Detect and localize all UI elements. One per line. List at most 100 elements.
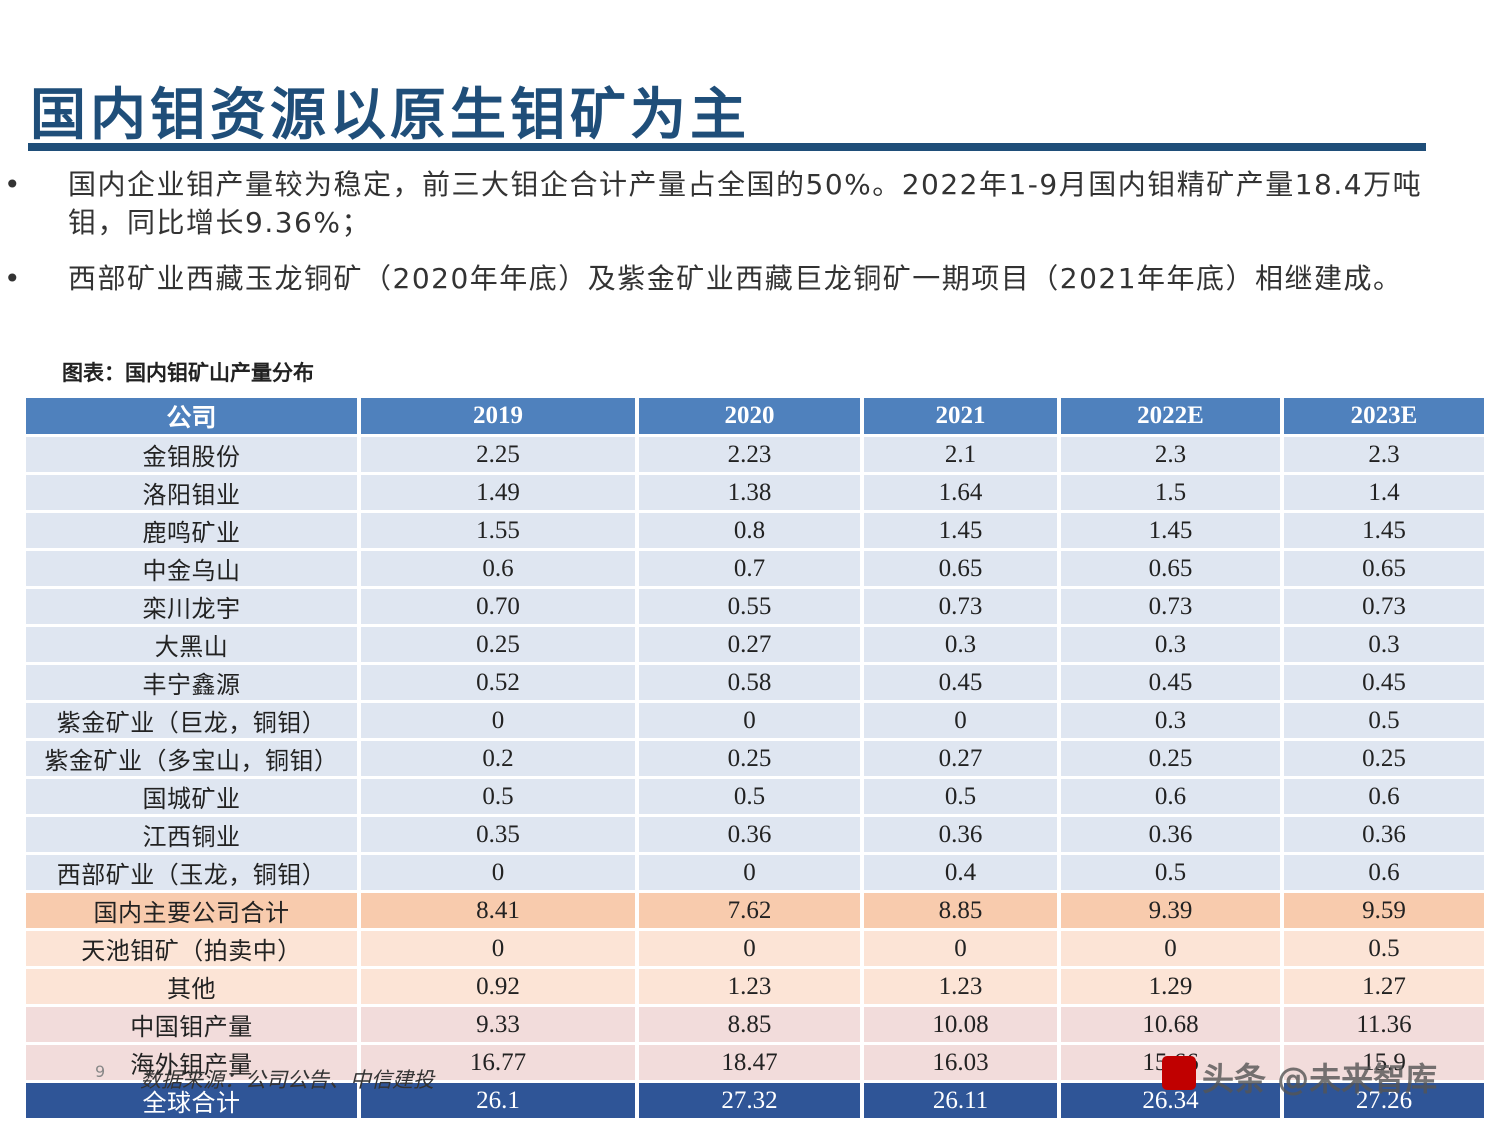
value-cell: 0.6: [1061, 779, 1280, 814]
value-cell: 2.3: [1061, 437, 1280, 472]
value-cell: 0.6: [361, 551, 635, 586]
value-cell: 0.36: [1061, 817, 1280, 852]
table-caption: 图表：国内钼矿山产量分布: [62, 361, 314, 385]
table-row: 大黑山 0.25 0.27 0.3 0.3 0.3: [26, 627, 1484, 662]
company-cell: 国城矿业: [26, 779, 357, 814]
value-cell: 1.45: [1061, 513, 1280, 548]
value-cell: 11.36: [1284, 1007, 1484, 1042]
company-cell: 其他: [26, 969, 357, 1004]
company-cell: 大黑山: [26, 627, 357, 662]
value-cell: 0.3: [1284, 627, 1484, 662]
value-cell: 16.77: [361, 1045, 635, 1080]
page-number: 9: [95, 1062, 106, 1081]
value-cell: 0.36: [864, 817, 1057, 852]
value-cell: 0.52: [361, 665, 635, 700]
header-2019: 2019: [361, 398, 635, 434]
value-cell: 0.92: [361, 969, 635, 1004]
table-row: 丰宁鑫源 0.52 0.58 0.45 0.45 0.45: [26, 665, 1484, 700]
company-cell: 江西铜业: [26, 817, 357, 852]
table-row: 中金乌山 0.6 0.7 0.65 0.65 0.65: [26, 551, 1484, 586]
value-cell: 0.27: [864, 741, 1057, 776]
value-cell: 0.73: [1284, 589, 1484, 624]
value-cell: 1.4: [1284, 475, 1484, 510]
value-cell: 0.36: [1284, 817, 1484, 852]
value-cell: 0.25: [1061, 741, 1280, 776]
bullet-text: 西部矿业西藏玉龙铜矿（2020年年底）及紫金矿业西藏巨龙铜矿一期项目（2021年…: [68, 262, 1403, 295]
table-row: 西部矿业（玉龙，铜钼） 0 0 0.4 0.5 0.6: [26, 855, 1484, 890]
value-cell: 1.5: [1061, 475, 1280, 510]
value-cell: 0: [361, 703, 635, 738]
value-cell: 0.65: [864, 551, 1057, 586]
value-cell: 1.27: [1284, 969, 1484, 1004]
value-cell: 0.27: [639, 627, 860, 662]
table-row: 紫金矿业（多宝山，铜钼） 0.2 0.25 0.27 0.25 0.25: [26, 741, 1484, 776]
value-cell: 8.85: [864, 893, 1057, 928]
table-header-row: 公司 2019 2020 2021 2022E 2023E: [26, 398, 1484, 434]
bullet-dot: •: [4, 168, 21, 201]
table-row: 国城矿业 0.5 0.5 0.5 0.6 0.6: [26, 779, 1484, 814]
table-row: 其他 0.92 1.23 1.23 1.29 1.27: [26, 969, 1484, 1004]
value-cell: 0.45: [1061, 665, 1280, 700]
company-cell: 海外钼产量: [26, 1045, 357, 1080]
production-table: 公司 2019 2020 2021 2022E 2023E 金钼股份 2.25 2.…: [22, 395, 1488, 1121]
value-cell: 0.25: [639, 741, 860, 776]
value-cell: 9.33: [361, 1007, 635, 1042]
value-cell: 2.23: [639, 437, 860, 472]
value-cell: 0.5: [1284, 931, 1484, 966]
value-cell: 0: [1061, 931, 1280, 966]
value-cell: 0.65: [1284, 551, 1484, 586]
company-cell: 西部矿业（玉龙，铜钼）: [26, 855, 357, 890]
value-cell: 0.35: [361, 817, 635, 852]
table-row: 天池钼矿（拍卖中） 0 0 0 0 0.5: [26, 931, 1484, 966]
table-row: 国内主要公司合计 8.41 7.62 8.85 9.39 9.59: [26, 893, 1484, 928]
value-cell: 1.38: [639, 475, 860, 510]
value-cell: 0: [864, 931, 1057, 966]
value-cell: 0.5: [1061, 855, 1280, 890]
value-cell: 0.73: [864, 589, 1057, 624]
value-cell: 0: [639, 703, 860, 738]
value-cell: 0.45: [1284, 665, 1484, 700]
value-cell: 0.5: [639, 779, 860, 814]
data-source: 数据来源：公司公告、中信建投: [140, 1068, 434, 1092]
value-cell: 8.85: [639, 1007, 860, 1042]
value-cell: 8.41: [361, 893, 635, 928]
value-cell: 1.45: [864, 513, 1057, 548]
value-cell: 0.2: [361, 741, 635, 776]
value-cell: 0.65: [1061, 551, 1280, 586]
value-cell: 18.47: [639, 1045, 860, 1080]
value-cell: 1.23: [639, 969, 860, 1004]
value-cell: 10.08: [864, 1007, 1057, 1042]
value-cell: 0.3: [1061, 627, 1280, 662]
value-cell: 0.6: [1284, 779, 1484, 814]
watermark-text: 头条 @未来智库: [1202, 1060, 1438, 1098]
company-cell: 国内主要公司合计: [26, 893, 357, 928]
header-2021: 2021: [864, 398, 1057, 434]
table-row: 栾川龙宇 0.70 0.55 0.73 0.73 0.73: [26, 589, 1484, 624]
company-cell: 紫金矿业（多宝山，铜钼）: [26, 741, 357, 776]
value-cell: 0.5: [1284, 703, 1484, 738]
value-cell: 15.9: [1284, 1045, 1484, 1080]
value-cell: 26.11: [864, 1083, 1057, 1118]
value-cell: 0.25: [361, 627, 635, 662]
table-row: 紫金矿业（巨龙，铜钼） 0 0 0 0.3 0.5: [26, 703, 1484, 738]
value-cell: 1.64: [864, 475, 1057, 510]
watermark: 头条 @未来智库: [1160, 1052, 1470, 1098]
value-cell: 1.23: [864, 969, 1057, 1004]
value-cell: 0: [361, 931, 635, 966]
value-cell: 0.3: [864, 627, 1057, 662]
value-cell: 0: [361, 855, 635, 890]
company-cell: 紫金矿业（巨龙，铜钼）: [26, 703, 357, 738]
value-cell: 26.1: [361, 1083, 635, 1118]
header-company: 公司: [26, 398, 357, 434]
value-cell: 27.32: [639, 1083, 860, 1118]
company-cell: 金钼股份: [26, 437, 357, 472]
value-cell: 0.36: [639, 817, 860, 852]
bullet-text: 国内企业钼产量较为稳定，前三大钼企合计产量占全国的50%。2022年1-9月国内…: [68, 168, 1423, 239]
value-cell: 0.58: [639, 665, 860, 700]
company-cell: 鹿鸣矿业: [26, 513, 357, 548]
company-cell: 全球合计: [26, 1083, 357, 1118]
table-row: 洛阳钼业 1.49 1.38 1.64 1.5 1.4: [26, 475, 1484, 510]
value-cell: 0.5: [361, 779, 635, 814]
value-cell: 0: [639, 931, 860, 966]
value-cell: 0.3: [1061, 703, 1280, 738]
